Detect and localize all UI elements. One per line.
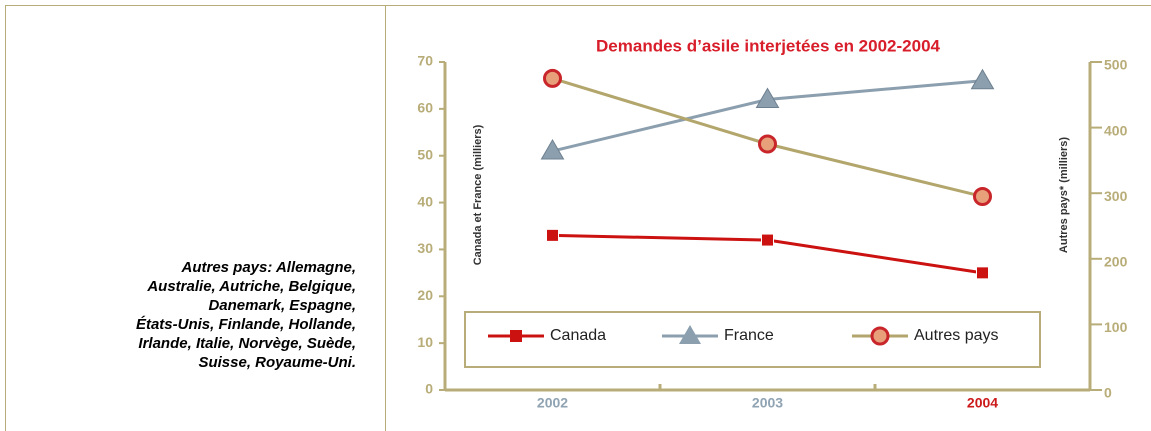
note-line: États-Unis, Finlande, Hollande, — [135, 316, 356, 333]
legend-marker — [679, 325, 701, 344]
legend-box — [464, 311, 1041, 368]
chart-title: Demandes d’asile interjetées en 2002-200… — [596, 36, 941, 55]
x-tick-label: 2002 — [537, 395, 568, 411]
x-tick-label: 2003 — [752, 395, 783, 411]
note-line: Irlande, Italie, Norvège, Suède, — [138, 335, 356, 352]
y2-tick-label: 0 — [1104, 385, 1112, 401]
legend-label: France — [724, 327, 774, 344]
y2-tick-label: 400 — [1104, 122, 1128, 138]
y2-tick-label: 300 — [1104, 188, 1128, 204]
y-tick-label: 40 — [417, 193, 433, 209]
note-line: Suisse, Royaume-Uni. — [198, 354, 356, 371]
y2-tick-label: 100 — [1104, 319, 1128, 335]
legend-label: Autres pays — [914, 327, 998, 344]
legend-label: Canada — [550, 327, 606, 344]
note-line: Danemark, Espagne, — [208, 297, 356, 314]
y-tick-label: 0 — [425, 381, 433, 397]
y-tick-label: 50 — [417, 146, 433, 162]
note-line: Australie, Autriche, Belgique, — [147, 278, 356, 295]
data-point — [543, 68, 562, 88]
y-tick-label: 10 — [417, 334, 433, 350]
y2-axis-label: Autres pays* (milliers) — [1058, 137, 1070, 253]
y2-tick-label: 200 — [1104, 254, 1128, 270]
frame — [5, 5, 1151, 431]
data-point — [758, 134, 777, 154]
x-tick-label: 2004 — [967, 395, 998, 411]
legend-marker — [510, 330, 522, 342]
data-point — [546, 228, 559, 242]
y-tick-label: 60 — [417, 100, 433, 116]
note-line: Autres pays: Allemagne, — [181, 259, 357, 276]
legend-marker — [870, 326, 890, 346]
data-point — [755, 87, 780, 108]
data-point — [761, 233, 774, 247]
note: Autres pays: Allemagne, Australie, Autric… — [20, 258, 356, 372]
data-point — [976, 266, 989, 280]
data-point — [540, 139, 565, 160]
y-tick-label: 30 — [417, 240, 433, 256]
y-tick-label: 70 — [417, 53, 433, 69]
data-point — [970, 68, 995, 90]
y2-tick-label: 500 — [1104, 57, 1128, 73]
y-tick-label: 20 — [417, 287, 433, 303]
y-axis-label: Canada et France (milliers) — [472, 124, 484, 265]
divider — [385, 5, 386, 431]
data-point — [973, 186, 992, 206]
